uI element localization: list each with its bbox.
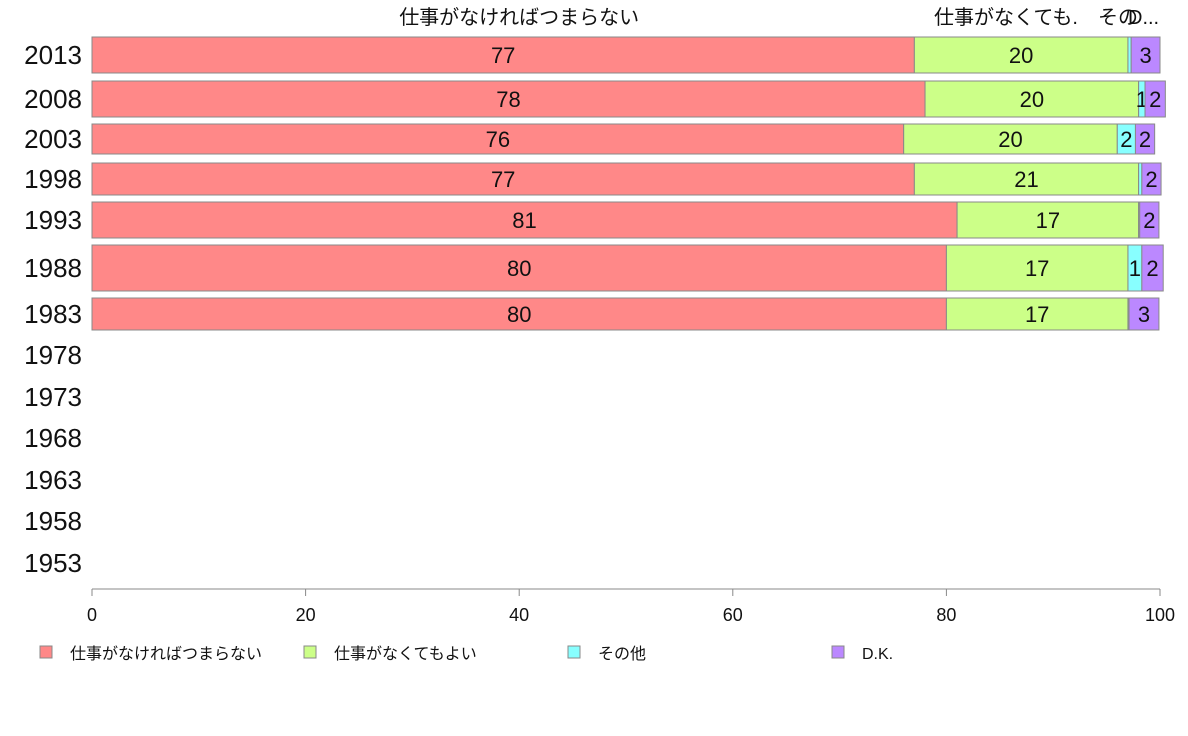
data-label: 2 — [1149, 87, 1161, 112]
bar-segment — [1134, 123, 1156, 155]
bars: 77 20 378 20 1 276 20 2 277 21 281 17 280 17 1 280 17 3 — [91, 36, 1166, 331]
data-label: 77 — [491, 43, 515, 68]
data-label: 1 — [1129, 256, 1141, 281]
category-label: 1953 — [24, 548, 82, 578]
data-label: 80 — [507, 302, 531, 327]
bar-segment — [1141, 244, 1164, 292]
bar-segment — [1130, 36, 1161, 74]
bar-segment — [1141, 162, 1162, 196]
top-series-label: その — [1098, 7, 1138, 29]
top-series-label: 仕事がなければつまらない — [399, 6, 639, 29]
data-label: 81 — [512, 208, 536, 233]
legend-label: 仕事がなくてもよい — [334, 645, 477, 663]
data-label: 3 — [1139, 43, 1151, 68]
bar-segment — [1144, 80, 1166, 118]
bar-segment — [91, 80, 926, 118]
top-labels: 仕事がなければつまらない 仕事がなくても. そのD... — [399, 6, 1159, 29]
legend-swatch — [567, 645, 581, 659]
data-label: 2 — [1120, 127, 1132, 152]
top-series-label: 仕事がなくても. — [934, 6, 1078, 29]
category-label: 1998 — [24, 164, 82, 194]
category-label: 2003 — [24, 124, 82, 154]
bar-segment — [91, 201, 958, 239]
bar-segment — [913, 162, 1140, 196]
category-label: 1978 — [24, 340, 82, 370]
category-label: 1983 — [24, 299, 82, 329]
data-label: 2 — [1143, 208, 1155, 233]
legend-label: その他 — [598, 645, 646, 663]
bar-segment — [945, 244, 1129, 292]
bar-segment — [1128, 297, 1160, 331]
legend: 仕事がなければつまらない 仕事がなくてもよい その他 D.K. — [39, 645, 893, 663]
data-label: 17 — [1025, 256, 1049, 281]
x-tick-label: 40 — [509, 605, 529, 625]
bar-segment — [913, 36, 1129, 74]
data-label: 2 — [1139, 127, 1151, 152]
bar-segment — [924, 80, 1140, 118]
data-label: 2 — [1146, 256, 1158, 281]
x-tick-label: 80 — [936, 605, 956, 625]
bar-segment — [945, 297, 1129, 331]
legend-swatch — [39, 645, 53, 659]
data-label: 17 — [1036, 208, 1060, 233]
category-label: 1963 — [24, 465, 82, 495]
legend-swatch — [303, 645, 317, 659]
category-label: 1973 — [24, 382, 82, 412]
legend-label: 仕事がなければつまらない — [70, 645, 262, 663]
x-tick-label: 20 — [296, 605, 316, 625]
legend-label: D.K. — [862, 646, 893, 663]
top-series-label: D... — [1128, 7, 1159, 29]
year-labels: 2013 2008 2003 1998 1993 1988 1983 1978 1973 1968… — [24, 40, 82, 578]
category-label: 1958 — [24, 506, 82, 536]
x-axis: 0 20 40 60 80 100 — [87, 588, 1175, 625]
data-label: 3 — [1138, 302, 1150, 327]
data-label: 76 — [486, 127, 510, 152]
x-tick-label: 100 — [1145, 605, 1175, 625]
data-label: 17 — [1025, 302, 1049, 327]
legend-swatch — [831, 645, 845, 659]
data-label: 78 — [496, 87, 520, 112]
category-label: 2008 — [24, 84, 82, 114]
category-label: 1968 — [24, 423, 82, 453]
x-tick-label: 0 — [87, 605, 97, 625]
data-label: 20 — [998, 127, 1022, 152]
bar-segment — [956, 201, 1140, 239]
category-label: 1993 — [24, 205, 82, 235]
data-label: 20 — [1020, 87, 1044, 112]
data-label: 77 — [491, 167, 515, 192]
data-label: 20 — [1009, 43, 1033, 68]
x-tick-label: 60 — [723, 605, 743, 625]
bar-segment — [91, 297, 947, 331]
data-label: 80 — [507, 256, 531, 281]
data-label: 2 — [1145, 167, 1157, 192]
bar-segment — [1139, 201, 1160, 239]
data-label: 21 — [1014, 167, 1038, 192]
category-label: 1988 — [24, 253, 82, 283]
category-label: 2013 — [24, 40, 82, 70]
bar-segment — [903, 123, 1118, 155]
bar-segment — [91, 244, 947, 292]
